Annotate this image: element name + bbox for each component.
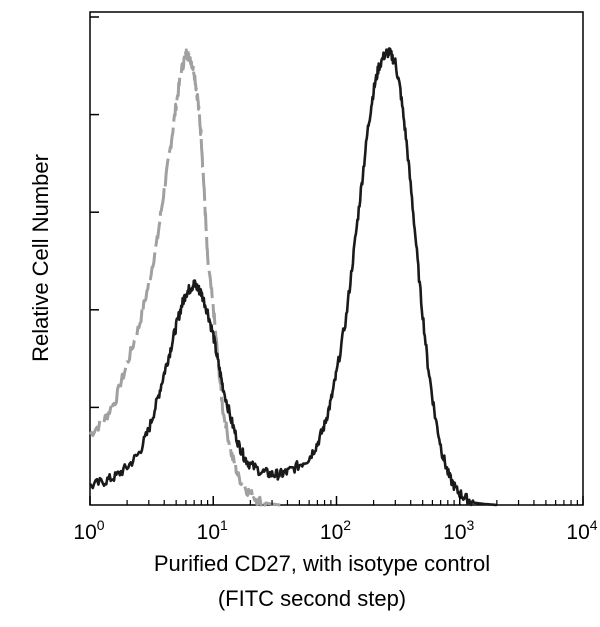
y-axis-label: Relative Cell Number [28,154,53,362]
x-tick-label: 100 [73,517,104,544]
series-line-cd27 [88,47,498,507]
plot-frame [89,11,584,506]
x-tick-label: 104 [566,517,597,544]
x-tick-label: 102 [320,517,351,544]
series-layer [88,47,498,507]
x-axis-label-subtitle: (FITC second step) [218,586,406,611]
x-tick-label: 103 [443,517,474,544]
x-axis-ticks: 100 101 102 103 104 [73,496,598,544]
x-axis-label: Purified CD27, with isotype control [154,551,490,576]
series-line-isotype-control [88,48,281,507]
x-tick-label: 101 [197,517,228,544]
plot-area: 100 101 102 103 104 [73,11,598,544]
y-axis-ticks [90,16,99,409]
